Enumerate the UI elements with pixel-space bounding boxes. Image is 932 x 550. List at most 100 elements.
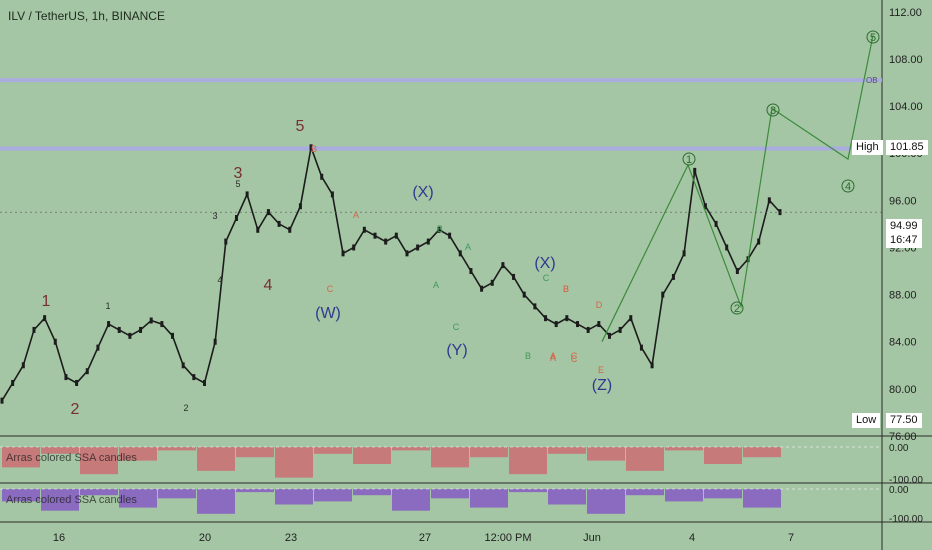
candle bbox=[714, 220, 718, 227]
indicator-bar bbox=[743, 489, 781, 508]
candle bbox=[394, 232, 398, 239]
indicator-bar bbox=[2, 489, 40, 502]
indicator-bar bbox=[548, 447, 586, 454]
price-tick-label: 108.00 bbox=[889, 54, 923, 66]
indicator-bar bbox=[704, 489, 742, 499]
candle bbox=[213, 338, 217, 345]
candle bbox=[245, 191, 249, 198]
time-tick-label: 16 bbox=[53, 532, 65, 544]
indicator-tick: -100.00 bbox=[889, 475, 923, 486]
indicator-bar bbox=[509, 447, 547, 475]
indicator-bar bbox=[509, 489, 547, 493]
candle bbox=[682, 250, 686, 257]
high-value: 101.85 bbox=[886, 140, 928, 155]
candle bbox=[480, 285, 484, 292]
indicator-bar bbox=[41, 489, 79, 511]
indicator-bar bbox=[665, 447, 703, 451]
candle bbox=[384, 238, 388, 245]
candle bbox=[234, 215, 238, 221]
indicator-bar bbox=[626, 447, 664, 471]
wave-circle bbox=[766, 103, 780, 117]
candle bbox=[362, 226, 366, 233]
wave-label: (Y) bbox=[446, 342, 467, 359]
candle bbox=[277, 220, 281, 227]
candle bbox=[693, 167, 697, 174]
indicator-bar bbox=[275, 447, 313, 478]
indicator-bar bbox=[158, 447, 196, 451]
candle bbox=[448, 232, 452, 239]
candle bbox=[501, 262, 505, 269]
wave-label: B bbox=[563, 284, 569, 294]
indicator-bar bbox=[392, 489, 430, 511]
indicator-bar bbox=[197, 489, 235, 514]
wave-circle bbox=[682, 152, 696, 166]
wave-label: C bbox=[327, 284, 334, 294]
indicator-bar bbox=[743, 447, 781, 458]
candle bbox=[703, 203, 707, 210]
indicator-bar bbox=[314, 447, 352, 454]
indicator-bar bbox=[470, 447, 508, 458]
candle bbox=[757, 238, 761, 245]
wave-label: 5 bbox=[296, 118, 305, 135]
candle bbox=[469, 268, 473, 275]
wave-label: E bbox=[598, 365, 604, 375]
wave-circle bbox=[841, 179, 855, 193]
wave-label: 5 bbox=[235, 179, 240, 189]
indicator-bar bbox=[431, 447, 469, 468]
candle bbox=[565, 315, 569, 322]
candle bbox=[512, 273, 516, 280]
candle bbox=[64, 374, 68, 381]
candle bbox=[373, 232, 377, 239]
candle bbox=[554, 321, 558, 328]
wave-label: (X) bbox=[412, 184, 433, 201]
indicator-bar bbox=[275, 489, 313, 505]
price-tick-label: 96.00 bbox=[889, 195, 917, 207]
candle bbox=[107, 321, 111, 328]
indicator-bar bbox=[80, 447, 118, 475]
price-tick-label: 88.00 bbox=[889, 290, 917, 302]
candle bbox=[725, 244, 729, 251]
indicator-bar bbox=[236, 489, 274, 493]
candle bbox=[171, 332, 175, 339]
indicator-bar bbox=[41, 447, 79, 454]
wave-label: 3 bbox=[234, 165, 243, 182]
wave-label: (W) bbox=[315, 305, 341, 322]
indicator-bar bbox=[353, 489, 391, 496]
candle bbox=[544, 315, 548, 322]
indicator-label-2: Arras colored SSA candles bbox=[6, 494, 137, 506]
candle bbox=[298, 203, 302, 210]
candle bbox=[352, 244, 356, 251]
wave-label: B bbox=[525, 351, 531, 361]
candle bbox=[330, 191, 334, 198]
time-tick-label: 12:00 PM bbox=[484, 532, 531, 544]
candle bbox=[85, 368, 89, 375]
wave-label: (Z) bbox=[592, 377, 612, 394]
indicator-bar bbox=[587, 489, 625, 514]
time-tick-label: 20 bbox=[199, 532, 211, 544]
indicator-bar bbox=[626, 489, 664, 496]
candle bbox=[576, 321, 580, 328]
candle bbox=[139, 326, 143, 333]
candle bbox=[341, 250, 345, 257]
candle bbox=[160, 321, 164, 328]
price-tick-label: 104.00 bbox=[889, 101, 923, 113]
indicator-label-1: Arras colored SSA candles bbox=[6, 452, 137, 464]
countdown: 16:47 bbox=[886, 233, 922, 248]
candle bbox=[426, 238, 430, 245]
indicator-bar bbox=[80, 489, 118, 496]
price-tick-label: 76.00 bbox=[889, 431, 917, 443]
wave-label: A bbox=[550, 353, 556, 363]
candle bbox=[192, 374, 196, 381]
high-label: High bbox=[852, 140, 883, 155]
wave-label: B bbox=[311, 144, 317, 154]
candle bbox=[437, 226, 441, 233]
indicator-tick: 0.00 bbox=[889, 485, 909, 496]
candle bbox=[181, 362, 185, 369]
candle bbox=[522, 291, 526, 298]
candle bbox=[533, 303, 537, 310]
indicator-bar bbox=[314, 489, 352, 502]
candle bbox=[53, 338, 57, 345]
ob-level-band bbox=[0, 78, 882, 83]
